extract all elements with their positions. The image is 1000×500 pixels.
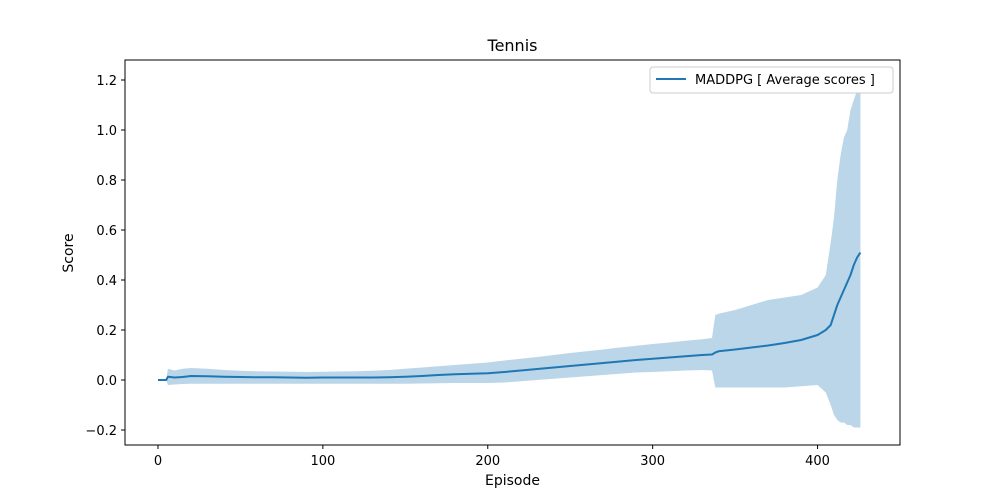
x-tick-label: 100 [310,454,335,469]
x-tick-label: 200 [475,454,500,469]
plot-frame [124,59,901,446]
y-tick-label: 0.8 [96,174,117,189]
series-0-std-band [158,80,861,428]
legend-label: MADDPG [ Average scores ] [695,73,875,88]
x-tick-label: 0 [154,454,162,469]
y-tick-label: 0.6 [96,224,117,239]
series-0-line [158,251,862,381]
x-tick-label: 300 [640,454,665,469]
y-tick-label: 1.0 [96,124,117,139]
y-axis: −0.2 0.0 0.2 0.4 0.6 0.8 1.0 1.2 [85,74,125,439]
y-tick-label: 1.2 [96,74,117,89]
legend: MADDPG [ Average scores ] [649,66,894,94]
legend-box [649,66,894,94]
plot-area [158,80,862,428]
x-tick-label: 400 [805,454,830,469]
chart-title: Tennis [487,36,538,55]
x-axis-label: Episode [485,473,540,489]
y-tick-label: 0.4 [96,274,117,289]
x-axis: 0 100 200 300 400 [154,445,830,469]
y-tick-label: −0.2 [85,424,117,439]
y-axis-label: Score [61,233,77,272]
y-tick-label: 0.2 [96,324,117,339]
y-tick-label: 0.0 [96,374,117,389]
